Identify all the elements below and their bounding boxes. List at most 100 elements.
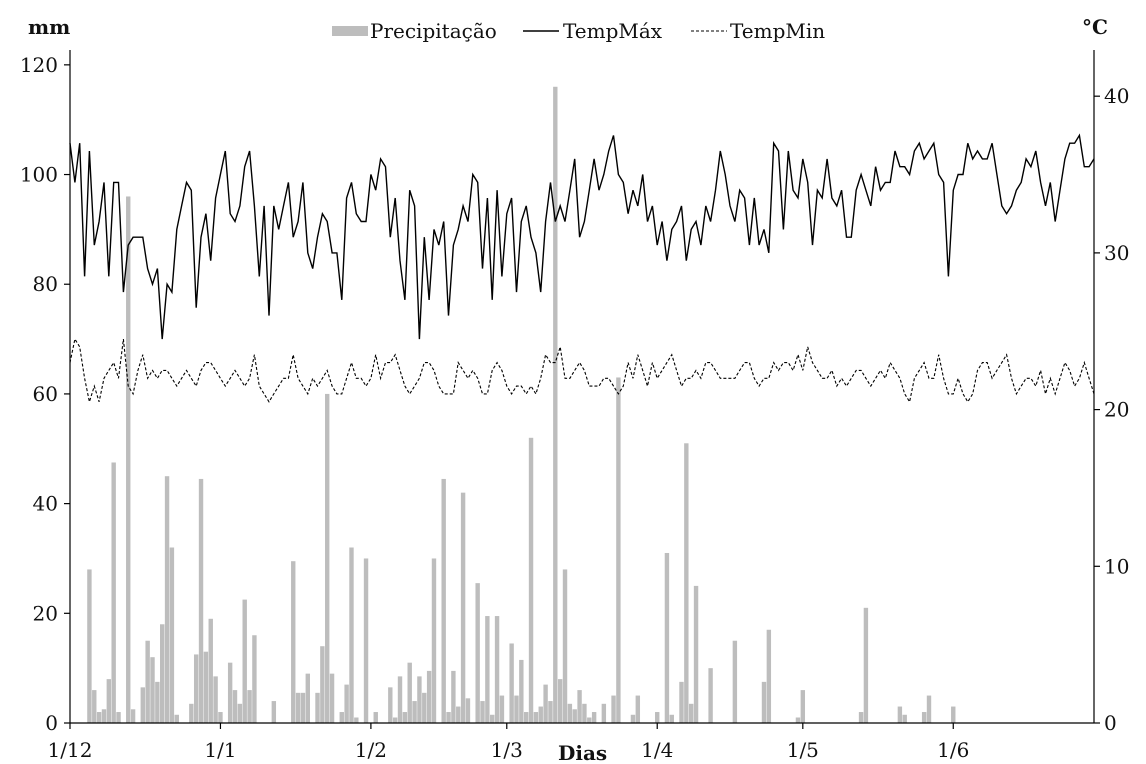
precip-bar [441, 478, 446, 723]
precip-bar [480, 701, 485, 723]
precip-bar [87, 569, 92, 723]
legend-tmax-label: TempMáx [563, 19, 663, 43]
precip-bar [795, 717, 801, 723]
precip-bar [664, 552, 670, 723]
precip-bar [169, 547, 175, 723]
precip-bar [591, 712, 597, 723]
x-axis-label: Dias [558, 741, 607, 764]
y-left-tick-label: 80 [33, 272, 58, 296]
precip-bar [101, 709, 107, 723]
precip-bar [490, 714, 495, 723]
y-left-tick-label: 120 [20, 53, 58, 77]
precip-bar [140, 687, 145, 723]
precip-bar [305, 673, 311, 723]
precip-bar [577, 690, 582, 723]
precip-bar [548, 701, 553, 723]
x-tick-label: 1/5 [787, 738, 819, 762]
y-left-unit: mm [28, 15, 70, 39]
y-left-tick-label: 60 [33, 382, 58, 406]
precip-bar [499, 695, 505, 723]
precip-bar [951, 706, 956, 723]
precip-bar [456, 706, 461, 723]
x-tick-label: 1/1 [204, 738, 236, 762]
precip-bar [538, 706, 543, 723]
precip-bar [858, 712, 864, 723]
precip-bar [921, 712, 927, 723]
precip-bar [669, 714, 674, 723]
precip-bar [145, 640, 150, 723]
precip-bar [587, 717, 592, 723]
precip-bar [509, 643, 514, 723]
temp-max-line [69, 133, 1095, 340]
precip-bar [373, 712, 378, 723]
precip-bar [213, 676, 218, 723]
precip-bar [897, 706, 903, 723]
precip-bar [130, 709, 136, 723]
precip-bar [426, 670, 432, 723]
precip-bar [519, 659, 524, 723]
precip-bar [106, 679, 112, 723]
precip-bar [295, 692, 301, 723]
precip-bar [562, 569, 568, 723]
x-tick-label: 1/2 [355, 738, 387, 762]
precip-bar [325, 393, 330, 723]
precip-bar [567, 703, 573, 723]
legend-precip-label: Precipitação [370, 19, 497, 43]
y-left-tick-label: 20 [33, 601, 58, 625]
precip-bar [514, 695, 519, 723]
precip-bar [601, 703, 607, 723]
precip-bar [543, 684, 548, 723]
precip-bar [926, 695, 932, 723]
precip-bar [198, 478, 204, 723]
precip-bar [300, 692, 306, 723]
x-tick-label: 1/4 [641, 738, 673, 762]
precip-bar [800, 690, 806, 723]
precip-bar [189, 703, 194, 723]
precip-bar [92, 690, 97, 723]
precip-bar [766, 629, 772, 723]
precip-bar [193, 654, 199, 723]
precip-bar [582, 703, 587, 723]
precip-bar [402, 712, 408, 723]
precip-bar [533, 712, 539, 723]
precip-bar [761, 681, 767, 723]
precip-bar [451, 670, 456, 723]
precip-bar [232, 690, 238, 723]
precip-bar [494, 616, 500, 723]
precip-bar [339, 712, 344, 723]
y-right-unit: °C [1082, 15, 1108, 39]
precip-bar [431, 558, 437, 723]
precip-bar [902, 714, 907, 723]
precip-bar [553, 86, 558, 724]
precip-bar [116, 712, 121, 723]
precip-bar [417, 676, 422, 723]
precip-bar [708, 668, 713, 723]
axes: 0 20 40 60 80 100 120 0 10 20 30 40 1/12 1/1 1/2 1/3 1/4… [20, 50, 1129, 762]
precip-bar [329, 673, 335, 723]
precip-bar [247, 690, 252, 723]
precip-bar [354, 717, 359, 723]
precip-bar [616, 377, 621, 723]
precip-bar [96, 712, 102, 723]
precip-bar [475, 583, 480, 723]
precip-bar [242, 599, 247, 723]
precip-bar [688, 703, 694, 723]
precip-bar [227, 662, 233, 723]
precip-bar [218, 712, 223, 723]
precip-bar [363, 558, 369, 723]
precip-bar [208, 618, 213, 723]
precip-bar [392, 717, 398, 723]
y-left-tick-label: 40 [33, 492, 58, 516]
precip-bar [611, 695, 616, 723]
precip-bar [349, 547, 354, 723]
precip-bar [557, 679, 563, 723]
precip-bar [291, 561, 296, 723]
precip-bar [684, 443, 689, 723]
precip-bar [203, 651, 209, 723]
precip-bar [252, 635, 257, 723]
y-right-tick-label: 20 [1104, 398, 1129, 422]
precip-bar [679, 681, 684, 723]
y-right-tick-label: 30 [1104, 241, 1129, 265]
precip-bar [164, 476, 170, 723]
precip-bar [150, 657, 155, 723]
